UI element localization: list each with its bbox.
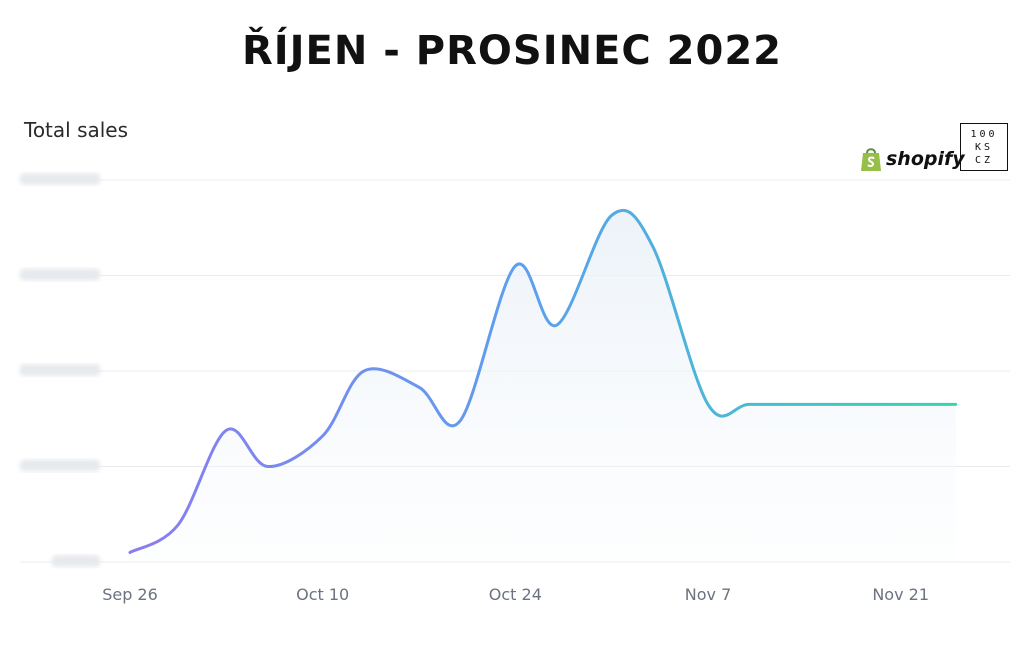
y-tick-label-obscured: [20, 268, 100, 281]
page-title: ŘÍJEN - PROSINEC 2022: [241, 28, 783, 74]
logo-line: 100: [970, 128, 998, 140]
x-tick-label: Oct 24: [489, 585, 542, 604]
100kscz-logo: 100 KS CZ: [960, 123, 1008, 171]
logo-line: KS: [974, 141, 994, 153]
series-area: [130, 210, 956, 562]
y-tick-label-obscured: [20, 173, 100, 185]
y-tick-label-obscured: [52, 555, 100, 567]
x-tick-label: Nov 21: [872, 585, 929, 604]
chart-title: Total sales: [24, 118, 129, 142]
logo-line: CZ: [974, 154, 994, 166]
shopify-wordmark: shopify: [886, 148, 965, 170]
y-axis-ticks: [20, 173, 100, 567]
series-line: [128, 208, 958, 554]
y-tick-label-obscured: [20, 364, 100, 376]
shopping-bag-icon: [861, 148, 881, 171]
y-tick-label-obscured: [20, 459, 100, 472]
shopify-logo: shopify: [860, 144, 965, 174]
x-tick-label: Nov 7: [685, 585, 732, 604]
x-tick-label: Sep 26: [102, 585, 158, 604]
x-tick-label: Oct 10: [296, 585, 349, 604]
